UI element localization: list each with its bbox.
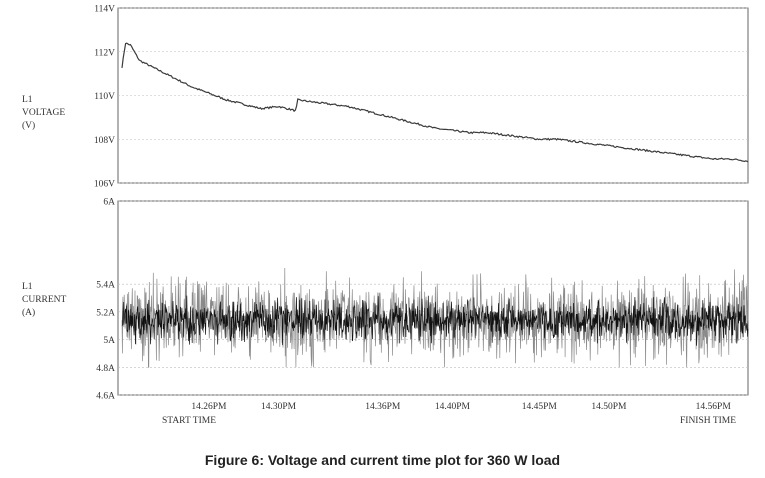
current-y-tick: 5.4A: [96, 281, 115, 291]
voltage-ylabel-line-3: (V): [22, 120, 35, 131]
x-tick-labels: 14.26PM 14.30PM 14.36PM 14.40PM 14.45PM 14.50…: [191, 402, 731, 412]
figure-caption: Figure 6: Voltage and current time plot …: [204, 452, 561, 468]
x-tick-label: 14.26PM: [191, 402, 227, 412]
start-time-label: START TIME: [162, 416, 216, 426]
voltage-panel: 114V 112V 110V 108V 106V L1 VOLTAGE (V): [22, 5, 749, 190]
x-tick-label: 14.36PM: [365, 402, 401, 412]
x-tick-label: 14.30PM: [261, 402, 297, 412]
voltage-y-axis-label: L1 VOLTAGE (V): [22, 95, 65, 131]
voltage-y-tick: 108V: [94, 136, 115, 146]
x-tick-label: 14.56PM: [696, 402, 732, 412]
current-ylabel-line-2: CURRENT: [22, 295, 67, 305]
voltage-y-tick-labels: 114V 112V 110V 108V 106V: [94, 5, 115, 190]
voltage-y-tick: 110V: [94, 92, 115, 102]
voltage-series-line: [121, 42, 749, 163]
current-y-tick-labels: 6A 5.4A 5.2A 5A 4.8A 4.6A: [96, 198, 115, 402]
current-ylabel-line-3: (A): [22, 307, 35, 318]
current-y-tick: 4.8A: [96, 364, 115, 374]
x-tick-label: 14.45PM: [522, 402, 558, 412]
voltage-gridlines: [118, 7, 748, 184]
voltage-ylabel-line-1: L1: [22, 95, 33, 105]
current-ylabel-line-1: L1: [22, 282, 33, 292]
current-y-tick: 4.6A: [96, 392, 115, 402]
voltage-ylabel-line-2: VOLTAGE: [22, 108, 65, 118]
voltage-y-tick: 112V: [94, 48, 115, 58]
current-noise-trace-dark: [121, 295, 749, 346]
x-tick-label: 14.40PM: [435, 402, 471, 412]
finish-time-label: FINISH TIME: [680, 416, 736, 426]
current-y-tick: 6A: [103, 198, 115, 208]
current-y-axis-label: L1 CURRENT (A): [22, 282, 67, 318]
current-y-tick: 5A: [103, 336, 115, 346]
x-tick-label: 14.50PM: [591, 402, 627, 412]
voltage-y-tick: 114V: [94, 5, 115, 15]
voltage-y-tick: 106V: [94, 180, 115, 190]
current-panel: 6A 5.4A 5.2A 5A 4.8A 4.6A L1 CURRENT (A): [22, 198, 749, 402]
current-y-tick: 5.2A: [96, 308, 115, 318]
